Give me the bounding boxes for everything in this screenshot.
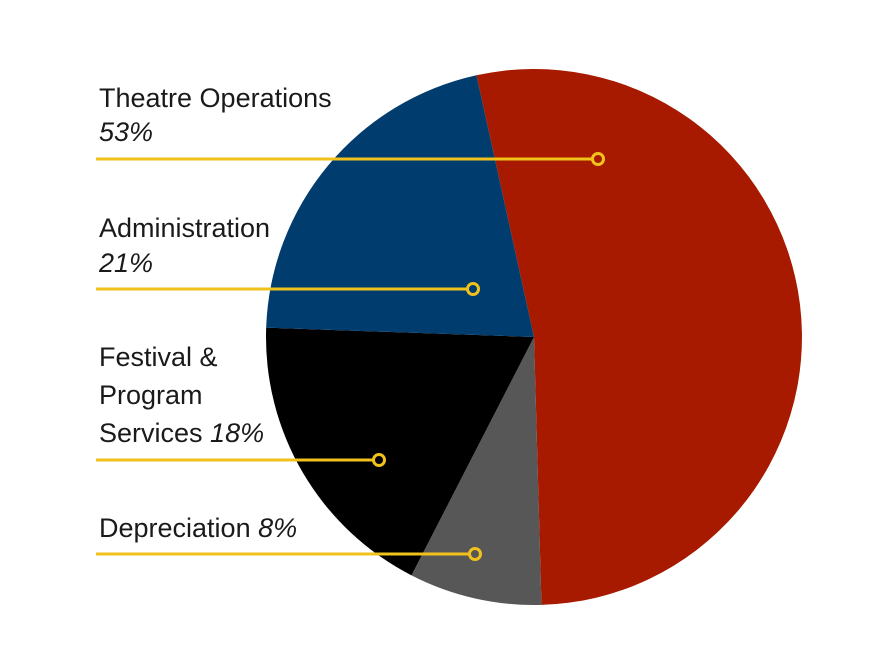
slice-percent-theatre-operations: 53%	[99, 117, 153, 147]
pie-slice-theatre-operations	[476, 69, 802, 605]
leader-dot-festival-and-program-services	[372, 453, 386, 467]
slice-label-festival-and-program-services: Services 18%	[99, 418, 264, 448]
slice-label-theatre-operations: Theatre Operations	[99, 83, 332, 113]
slice-label-depreciation: Depreciation 8%	[99, 513, 297, 543]
slice-label-administration: Administration	[99, 213, 270, 243]
leader-dot-depreciation	[468, 547, 482, 561]
leader-dot-theatre-operations	[591, 152, 605, 166]
slice-labels: Theatre Operations 53% Depreciation 8% Fest…	[98, 83, 332, 543]
pie-slices	[265, 69, 802, 606]
leader-lines	[96, 152, 605, 561]
slice-label-festival-and-program-services: Program	[99, 380, 203, 410]
leader-dot-administration	[466, 282, 480, 296]
pie-slice-administration	[266, 75, 534, 337]
slice-percent-festival-and-program-services: 18%	[210, 418, 264, 448]
pie-slice-depreciation	[411, 337, 542, 606]
slice-percent-administration: 21%	[98, 248, 153, 278]
pie-slice-festival-and-program-services	[265, 327, 534, 576]
slice-label-festival-and-program-services: Festival &	[99, 342, 218, 372]
slice-percent-depreciation: 8%	[258, 513, 297, 543]
